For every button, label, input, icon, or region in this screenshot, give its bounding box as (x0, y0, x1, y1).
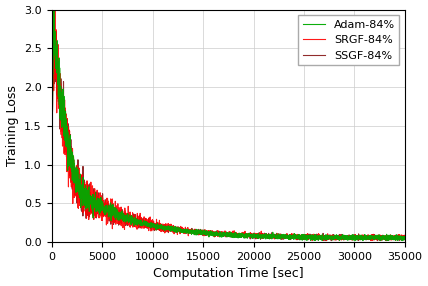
Adam-84% (273, 237, 279, 240)
Adam-84% (123, 216, 128, 220)
SRGF-84% (259, 235, 264, 238)
Adam-84% (49, 173, 54, 176)
SSGF-84% (51, 10, 56, 14)
SSGF-84% (321, 239, 327, 242)
SRGF-84% (123, 221, 128, 225)
SSGF-84% (259, 235, 264, 239)
Adam-84% (353, 239, 358, 242)
Line: SSGF-84%: SSGF-84% (52, 12, 405, 241)
Adam-84% (402, 237, 407, 240)
Adam-84% (216, 233, 221, 237)
SRGF-84% (177, 226, 182, 229)
Adam-84% (375, 236, 380, 240)
Adam-84% (259, 234, 264, 238)
SRGF-84% (402, 236, 407, 239)
Y-axis label: Training Loss: Training Loss (6, 86, 18, 166)
SSGF-84% (216, 232, 221, 235)
Adam-84% (177, 230, 182, 234)
Line: Adam-84%: Adam-84% (52, 5, 405, 241)
Legend: Adam-84%, SRGF-84%, SSGF-84%: Adam-84%, SRGF-84%, SSGF-84% (298, 15, 399, 65)
SSGF-84% (273, 235, 279, 239)
SRGF-84% (52, 7, 57, 10)
SRGF-84% (49, 160, 54, 163)
SRGF-84% (273, 236, 279, 239)
X-axis label: Computation Time [sec]: Computation Time [sec] (153, 267, 303, 281)
SSGF-84% (123, 215, 128, 219)
SRGF-84% (309, 239, 315, 242)
SRGF-84% (375, 235, 380, 238)
SRGF-84% (216, 233, 221, 236)
SSGF-84% (375, 235, 380, 238)
SSGF-84% (402, 236, 407, 239)
Adam-84% (51, 3, 56, 7)
Line: SRGF-84%: SRGF-84% (52, 8, 405, 241)
SSGF-84% (49, 166, 54, 170)
SSGF-84% (177, 229, 182, 233)
